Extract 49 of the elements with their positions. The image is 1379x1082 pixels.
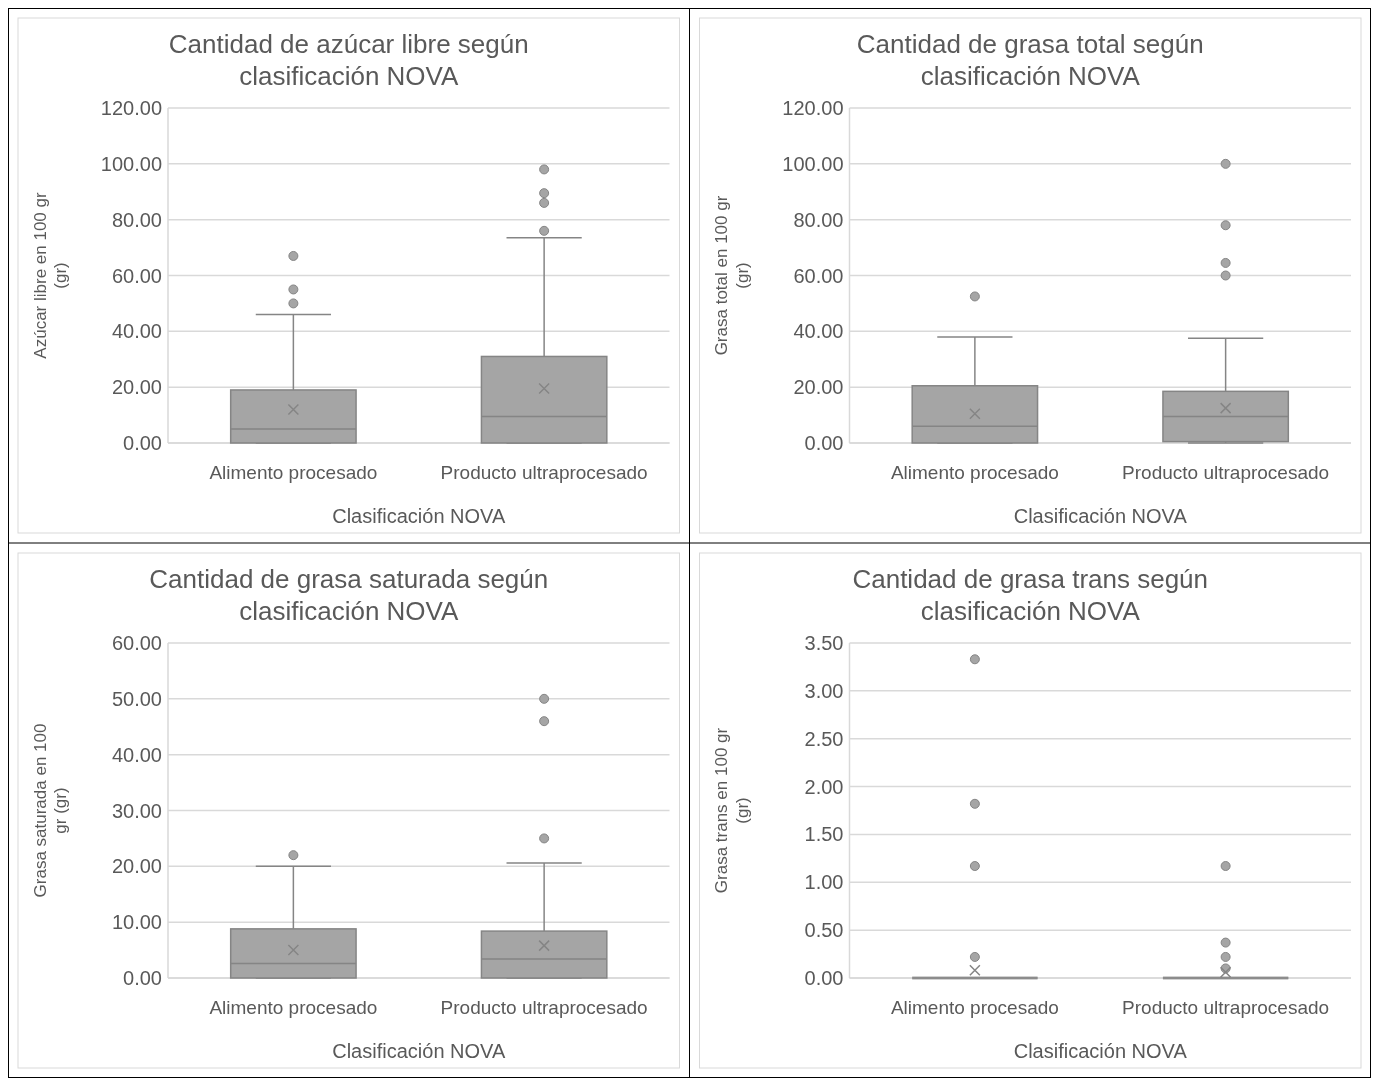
y-tick-label: 20.00 — [111, 855, 162, 878]
y-axis-title: Grasa total en 100 gr (gr) — [712, 195, 752, 356]
y-tick-label: 50.00 — [111, 687, 162, 710]
y-tick-label: 20.00 — [111, 376, 162, 399]
y-tick-label: 2.00 — [804, 775, 844, 798]
y-tick-label: 30.00 — [111, 799, 162, 822]
x-tick-label: Producto ultraprocesado — [440, 462, 648, 483]
y-axis-title: Grasa saturada en 100 gr (gr) — [30, 723, 71, 898]
y-tick-label: 0.50 — [804, 919, 844, 942]
y-axis-title: Azúcar libre en 100 gr (gr) — [30, 192, 71, 359]
y-tick-label: 60.00 — [111, 632, 162, 654]
x-tick-label: Alimento procesado — [209, 997, 378, 1018]
y-tick-label: 10.00 — [111, 911, 162, 934]
y-axis-title: Grasa trans en 100 gr (gr) — [712, 727, 752, 894]
y-tick-label: 3.50 — [804, 632, 844, 654]
y-tick-label: 40.00 — [111, 320, 162, 343]
x-axis-title: Clasificación NOVA — [1013, 505, 1188, 527]
y-tick-label: 120.00 — [100, 97, 162, 119]
y-tick-label: 100.00 — [782, 152, 844, 175]
y-tick-label: 0.00 — [804, 967, 844, 989]
x-axis-title: Clasificación NOVA — [1013, 1040, 1188, 1062]
y-tick-label: 100.00 — [100, 152, 162, 175]
y-tick-label: 1.00 — [804, 871, 844, 894]
y-tick-label: 80.00 — [793, 208, 844, 231]
y-tick-label: 40.00 — [793, 320, 844, 343]
y-tick-label: 2.50 — [804, 727, 844, 750]
y-tick-label: 40.00 — [111, 743, 162, 766]
x-tick-label: Producto ultraprocesado — [440, 997, 648, 1018]
y-tick-label: 80.00 — [111, 208, 162, 231]
chart-title: Cantidad de azúcar libre según clasificación NOVA — [168, 29, 529, 91]
x-tick-label: Alimento procesado — [890, 462, 1059, 483]
x-tick-label: Alimento procesado — [209, 462, 378, 483]
y-tick-label: 3.00 — [804, 679, 844, 702]
chart-title: Cantidad de grasa trans según clasificación NOVA — [852, 564, 1209, 626]
y-tick-label: 60.00 — [793, 264, 844, 287]
x-axis-title: Clasificación NOVA — [332, 1040, 506, 1062]
y-tick-label: 20.00 — [793, 376, 844, 399]
y-tick-label: 0.00 — [123, 967, 162, 989]
chart-title: Cantidad de grasa saturada según clasificación NOVA — [149, 564, 549, 626]
x-axis-title: Clasificación NOVA — [332, 505, 506, 527]
x-tick-label: Producto ultraprocesado — [1122, 462, 1330, 483]
x-tick-label: Alimento procesado — [890, 997, 1059, 1018]
y-tick-label: 120.00 — [782, 97, 844, 119]
y-tick-label: 0.00 — [123, 432, 162, 454]
chart-title: Cantidad de grasa total según clasificación NOVA — [856, 29, 1204, 91]
x-tick-label: Producto ultraprocesado — [1122, 997, 1330, 1018]
y-tick-label: 60.00 — [111, 264, 162, 287]
y-tick-label: 1.50 — [804, 823, 844, 846]
y-tick-label: 0.00 — [804, 432, 844, 454]
